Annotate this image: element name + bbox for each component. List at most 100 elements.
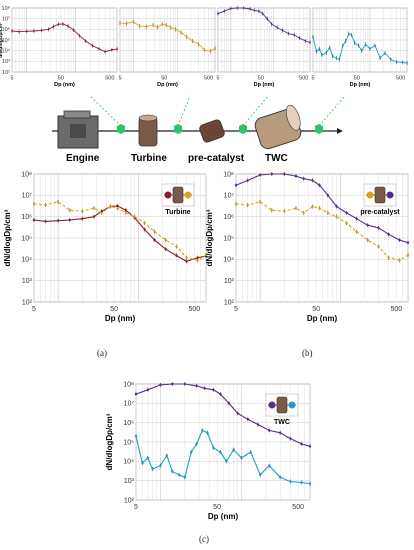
connector-3 (242, 95, 269, 127)
data-point (219, 450, 222, 454)
y-tick-label: 10⁴ (21, 257, 32, 264)
caption-a: (a) (97, 348, 107, 358)
data-point (124, 209, 128, 212)
series-line (235, 173, 409, 244)
chart-top-1: 5 50 500 10² 10³ 10⁴ 10⁵ 10⁶ 10⁷ 10⁸ Dp (nm) dN/dlo… (0, 5, 118, 88)
data-point (369, 47, 371, 50)
data-point (109, 205, 112, 208)
gridlines (11, 7, 118, 73)
inset-label: pre-catalyst (360, 209, 400, 216)
data-point (169, 26, 172, 29)
data-point (119, 22, 121, 24)
inset-sample-dot-icon (268, 401, 276, 409)
y-tick-label: 10⁷ (124, 401, 135, 408)
data-point (258, 200, 262, 203)
data-point (143, 228, 146, 231)
data-point (366, 238, 369, 242)
schematic: Engine Turbine pre-catalyst TWC (52, 95, 346, 164)
data-point (278, 476, 282, 479)
data-point (345, 211, 348, 215)
data-point (242, 7, 245, 9)
y-axis-label: dN/dlogDp/cm³ (3, 209, 12, 266)
data-point (246, 203, 249, 207)
data-point (153, 230, 156, 233)
data-point (398, 259, 401, 262)
data-point (100, 211, 103, 215)
data-point (240, 456, 243, 460)
charts-layer: 5 50 500 10² 10³ 10⁴ 10⁵ 10⁶ 10⁷ 10⁸ Dp (nm) dN/dlo… (0, 5, 410, 521)
x-axis-label: Dp (nm) (254, 82, 275, 88)
data-point (309, 41, 311, 44)
precatalyst-icon (199, 119, 225, 143)
data-point (258, 473, 262, 477)
data-point (223, 10, 226, 13)
sample-point-engine-icon (117, 124, 125, 134)
x-tick-label: 5 (32, 306, 36, 313)
inset-component-icon (374, 186, 386, 204)
y-tick-label: 10² (22, 299, 33, 306)
x-tick-label: 500 (105, 76, 114, 82)
data-point (203, 387, 206, 390)
data-point (44, 203, 47, 207)
data-point (377, 226, 380, 230)
data-point (335, 57, 338, 60)
x-axis-label: Dp (nm) (105, 314, 136, 323)
data-point (164, 247, 167, 251)
data-point (32, 202, 36, 206)
data-point (32, 218, 36, 222)
y-tick-label: 10⁶ (2, 26, 10, 33)
x-tick-label: 50 (258, 76, 264, 82)
data-point (177, 473, 181, 477)
data-point (300, 481, 303, 484)
x-tick-label: 500 (396, 76, 405, 82)
data-point (298, 37, 301, 40)
y-tick-label: 10² (224, 299, 235, 306)
data-point (281, 29, 284, 32)
y-tick-label: 10⁵ (2, 37, 10, 44)
series-line (33, 201, 207, 261)
data-point (214, 47, 216, 50)
data-point (68, 209, 72, 212)
x-axis-label: Dp (nm) (208, 512, 239, 521)
sampling-points (89, 95, 346, 134)
data-point (204, 253, 208, 257)
data-point (270, 172, 274, 176)
data-point (406, 253, 410, 257)
y-tick-label: 10³ (124, 478, 135, 485)
data-point (153, 238, 156, 242)
gridlines (119, 7, 216, 73)
x-tick-label: 5 (216, 76, 219, 82)
data-point (67, 25, 69, 28)
data-point (276, 26, 279, 29)
data-point (146, 456, 150, 460)
inset-sample-dot-icon (164, 191, 172, 199)
y-tick-label: 10² (2, 70, 10, 76)
chart-a: 5 50 500 10² 10³ 10⁴ 10⁵ 10⁶ 10⁷ 10⁸ Dp (nm) dN/dlo… (3, 171, 208, 323)
data-point (143, 221, 146, 225)
data-point (283, 210, 286, 213)
x-tick-label: 50 (213, 504, 221, 511)
data-point (321, 54, 323, 56)
y-tick-label: 10⁴ (2, 48, 11, 55)
chart-top-3: 5 50 500 Dp (nm) (216, 6, 311, 88)
label-precatalyst: pre-catalyst (188, 153, 245, 164)
data-point (185, 256, 188, 259)
data-point (227, 402, 231, 405)
data-point (159, 464, 162, 467)
data-point (161, 23, 164, 26)
y-tick-label: 10⁶ (123, 420, 134, 427)
data-point (331, 55, 334, 58)
data-point (350, 34, 353, 36)
chart-c: 5 50 500 10² 10³ 10⁴ 10⁵ 10⁶ 10⁷ 10⁸ Dp (nm) dN/dlo… (105, 381, 312, 521)
data-point (134, 434, 138, 438)
data-point (345, 221, 348, 225)
data-point (212, 388, 215, 392)
data-point (201, 429, 204, 432)
y-axis-label: dN/dlogDp/cm³ (205, 209, 214, 266)
data-point (406, 62, 408, 64)
y-tick-label: 10⁵ (21, 235, 32, 242)
data-point (57, 23, 60, 26)
chart-b: 5 50 500 10² 10³ 10⁴ 10⁵ 10⁶ 10⁷ 10⁸ Dp (nm) dN/dlo… (205, 171, 410, 323)
data-point (353, 42, 356, 45)
data-point (185, 35, 188, 38)
